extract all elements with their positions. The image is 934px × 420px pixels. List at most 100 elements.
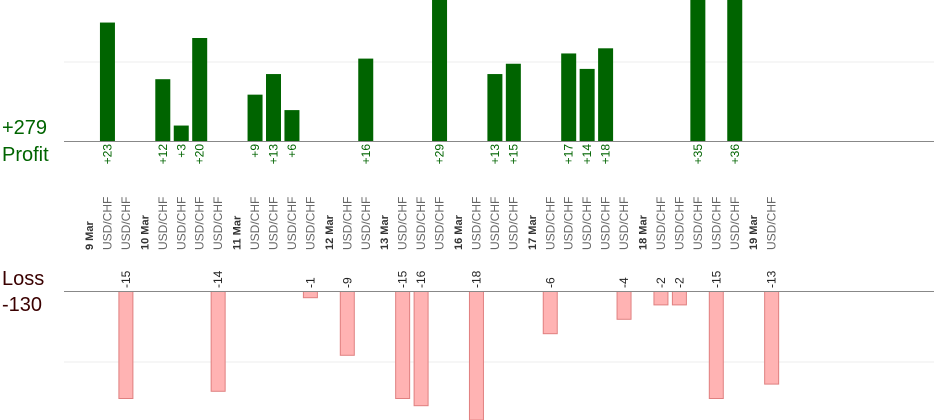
symbol-label: USD/CHF xyxy=(303,197,317,250)
profit-value-label: +35 xyxy=(691,144,705,165)
profit-label: Profit xyxy=(2,144,49,166)
symbol-label: USD/CHF xyxy=(156,197,170,250)
loss-value-label: -18 xyxy=(469,270,483,288)
profit-value-label: +15 xyxy=(506,144,520,165)
symbol-label: USD/CHF xyxy=(469,197,483,250)
symbol-label: USD/CHF xyxy=(691,197,705,250)
symbol-label: USD/CHF xyxy=(414,197,428,250)
loss-bar xyxy=(395,291,411,399)
profit-bar xyxy=(247,94,263,141)
loss-bar xyxy=(542,291,558,335)
profit-value-label: +17 xyxy=(562,144,576,165)
loss-value-label: -15 xyxy=(709,270,723,288)
profit-bar xyxy=(284,110,300,141)
profit-bar xyxy=(155,79,171,141)
symbol-label: USD/CHF xyxy=(672,197,686,250)
profit-value-label: +12 xyxy=(156,144,170,165)
symbol-label: USD/CHF xyxy=(174,197,188,250)
symbol-label: USD/CHF xyxy=(211,197,225,250)
loss-bar xyxy=(210,291,226,392)
symbol-label: USD/CHF xyxy=(396,197,410,250)
profit-bar xyxy=(561,53,577,142)
date-label: 16 Mar xyxy=(453,214,465,250)
date-label: 17 Mar xyxy=(527,214,539,250)
loss-value-label: -14 xyxy=(211,270,225,288)
symbol-label: USD/CHF xyxy=(267,197,281,250)
loss-bar xyxy=(764,291,780,385)
profit-value-label: +23 xyxy=(100,144,114,165)
symbol-label: USD/CHF xyxy=(617,197,631,250)
symbol-label: USD/CHF xyxy=(100,197,114,250)
profit-bar xyxy=(505,63,521,141)
symbol-label: USD/CHF xyxy=(562,197,576,250)
loss-value-label: -15 xyxy=(396,270,410,288)
loss-value-label: -2 xyxy=(672,277,686,288)
loss-bar xyxy=(653,291,669,306)
symbol-label: USD/CHF xyxy=(728,197,742,250)
date-label: 11 Mar xyxy=(232,215,244,250)
symbol-label: USD/CHF xyxy=(248,197,262,250)
profit-value-label: +3 xyxy=(174,144,188,158)
symbol-label: USD/CHF xyxy=(709,197,723,250)
date-label: 13 Mar xyxy=(379,214,391,250)
profit-value-label: +13 xyxy=(488,144,502,165)
loss-value-label: -4 xyxy=(617,277,631,288)
loss-value-label: -13 xyxy=(765,270,779,288)
profit-value-label: +29 xyxy=(433,144,447,165)
date-label: 12 Mar xyxy=(324,214,336,250)
profit-bar xyxy=(579,68,595,141)
profit-bar xyxy=(192,38,208,141)
date-label: 19 Mar xyxy=(748,214,760,250)
loss-bar xyxy=(118,291,134,399)
profit-value-label: +6 xyxy=(285,144,299,158)
symbol-label: USD/CHF xyxy=(359,197,373,250)
profit-bar xyxy=(173,125,189,141)
profit-value-label: +9 xyxy=(248,144,262,158)
loss-value-label: -15 xyxy=(119,270,133,288)
profit-value-label: +20 xyxy=(193,144,207,165)
symbol-label: USD/CHF xyxy=(119,197,133,250)
profit-bar xyxy=(487,74,503,141)
symbol-label: USD/CHF xyxy=(285,197,299,250)
profit-bar xyxy=(99,22,115,141)
symbol-label: USD/CHF xyxy=(580,197,594,250)
loss-label: Loss xyxy=(2,268,45,290)
date-label: 18 Mar xyxy=(638,214,650,250)
symbol-label: USD/CHF xyxy=(506,197,520,250)
symbol-label: USD/CHF xyxy=(193,197,207,250)
symbol-label: USD/CHF xyxy=(765,197,779,250)
profit-bar xyxy=(598,48,614,141)
profit-value-label: +36 xyxy=(728,144,742,165)
loss-bar xyxy=(708,291,724,399)
profit-bar xyxy=(727,0,743,141)
date-label: 10 Mar xyxy=(139,214,151,250)
loss-value-label: -9 xyxy=(340,277,354,288)
loss-value-label: -16 xyxy=(414,270,428,288)
profit-bar xyxy=(432,0,448,142)
loss-value-label: -1 xyxy=(303,277,317,288)
loss-value-label: -2 xyxy=(654,277,668,288)
symbol-label: USD/CHF xyxy=(340,197,354,250)
symbol-label: USD/CHF xyxy=(599,197,613,250)
symbol-label: USD/CHF xyxy=(488,197,502,250)
profit-value-label: +13 xyxy=(267,144,281,165)
loss-bar xyxy=(339,291,355,356)
loss-bar xyxy=(616,291,632,320)
symbol-label: USD/CHF xyxy=(433,197,447,250)
loss-bar xyxy=(468,291,484,420)
profit-value-label: +14 xyxy=(580,144,594,165)
symbol-label: USD/CHF xyxy=(543,197,557,250)
profit-bar xyxy=(266,74,281,141)
loss-bar xyxy=(302,291,318,299)
profit-bar xyxy=(358,58,374,141)
loss-total: -130 xyxy=(2,294,43,316)
profit-value-label: +18 xyxy=(599,144,613,165)
profit-total: +279 xyxy=(2,117,48,139)
loss-bar xyxy=(413,291,429,407)
loss-bar xyxy=(671,291,687,306)
profit-bar xyxy=(690,0,706,141)
profit-value-label: +16 xyxy=(359,144,373,165)
date-label: 9 Mar xyxy=(84,221,96,250)
